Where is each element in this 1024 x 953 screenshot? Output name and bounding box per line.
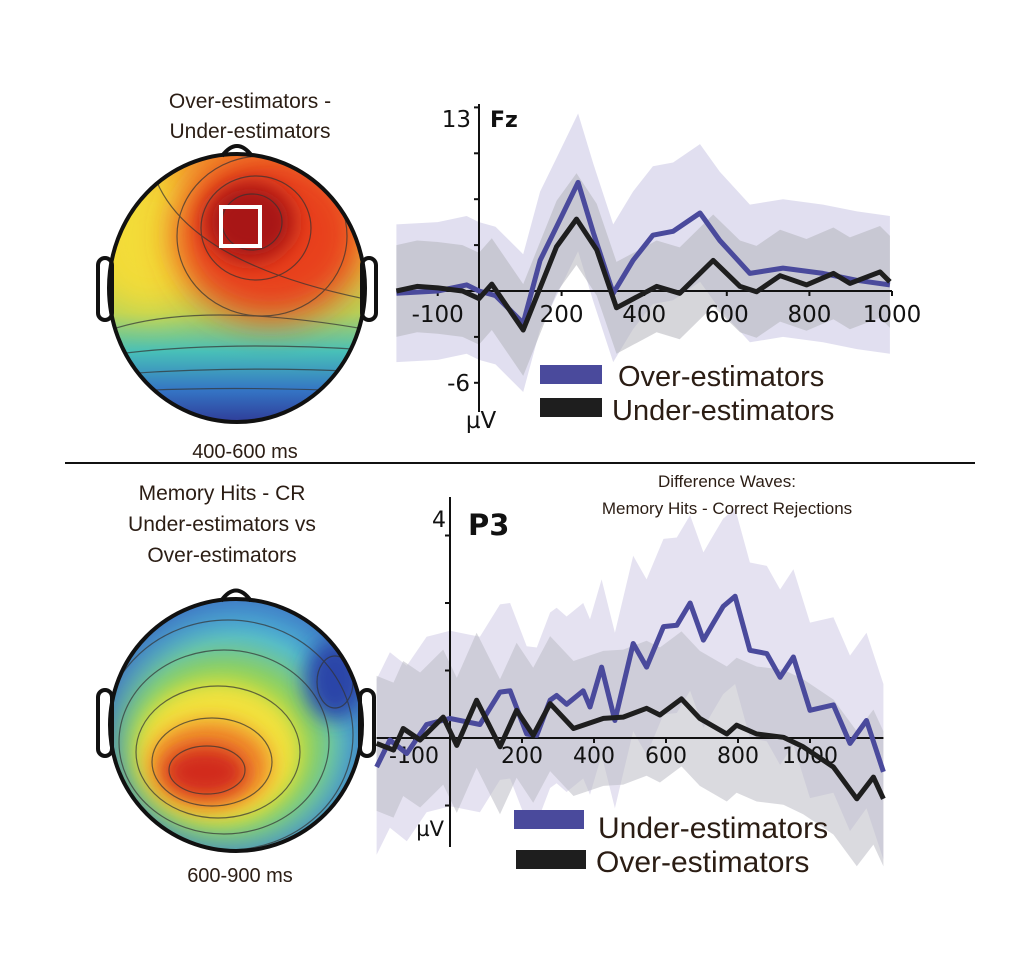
legend-swatch-under-estimators: [540, 398, 602, 417]
legend-swatch-over-estimators: [540, 365, 602, 384]
x-tick-label: -100: [412, 302, 464, 328]
topomap-bottom: Memory Hits - CR Under-estimators vs Ove…: [96, 482, 376, 887]
legend-label: Under-estimators: [598, 812, 828, 845]
topomap-scalp-colors: [109, 154, 365, 422]
y-tick-label-max: 13: [442, 107, 471, 133]
topomap-title-line1: Memory Hits - CR: [139, 482, 306, 505]
topomap-scalp-colors: [110, 599, 362, 851]
x-tick-label: 1000: [863, 302, 922, 328]
erp-chart-fz: -100 200 400 600 800 1000 13 Fz -6 µV Over-es…: [395, 104, 922, 434]
nose-icon: [220, 144, 254, 158]
x-tick-label: 200: [540, 302, 584, 328]
x-tick-label: 600: [645, 744, 687, 769]
y-axis-unit: µV: [466, 408, 497, 434]
y-axis-unit: µV: [416, 817, 444, 841]
topomap-top: Over-estimators - Under-estimators 400-6…: [96, 90, 378, 463]
x-tick-label: 400: [622, 302, 666, 328]
channel-label: P3: [468, 508, 509, 542]
channel-label: Fz: [490, 108, 518, 133]
x-tick-label: 800: [787, 302, 831, 328]
y-tick-label-max: 4: [432, 508, 446, 533]
chart-title-line1: Difference Waves:: [658, 472, 796, 491]
left-ear-icon: [96, 688, 114, 758]
topomap-time-window: 600-900 ms: [187, 865, 293, 887]
series-line-over-estimators: [375, 696, 886, 802]
topomap-title-line2: Under-estimators vs: [128, 513, 316, 536]
erp-chart-p3: -100 200 400 600 800 1000 Difference Waves: M…: [374, 472, 886, 879]
nose-icon: [219, 588, 253, 603]
topomap-time-window: 400-600 ms: [192, 441, 298, 463]
series-line-under-estimators: [374, 593, 886, 773]
y-tick-label-min: -6: [447, 371, 470, 397]
chart-title-line2: Memory Hits - Correct Rejections: [602, 499, 852, 518]
topomap-title-line3: Over-estimators: [147, 544, 296, 567]
legend-label: Under-estimators: [612, 395, 834, 427]
left-ear-icon: [96, 256, 114, 322]
x-tick-label: 600: [705, 302, 749, 328]
x-tick-label: 800: [717, 744, 759, 769]
legend-label: Over-estimators: [596, 846, 809, 879]
series-line-under-estimators: [395, 216, 892, 333]
right-ear-icon: [358, 688, 376, 758]
x-tick-label: 400: [573, 744, 615, 769]
electrode-highlight-box: [219, 205, 262, 248]
legend-label: Over-estimators: [618, 361, 824, 393]
right-ear-icon: [360, 256, 378, 322]
legend-swatch-over-estimators: [516, 850, 586, 869]
topomap-title-line1: Over-estimators -: [169, 90, 331, 113]
topomap-title-line2: Under-estimators: [169, 120, 330, 143]
legend-swatch-under-estimators: [514, 810, 584, 829]
x-tick-label: 200: [501, 744, 543, 769]
head-outline: [107, 152, 367, 424]
